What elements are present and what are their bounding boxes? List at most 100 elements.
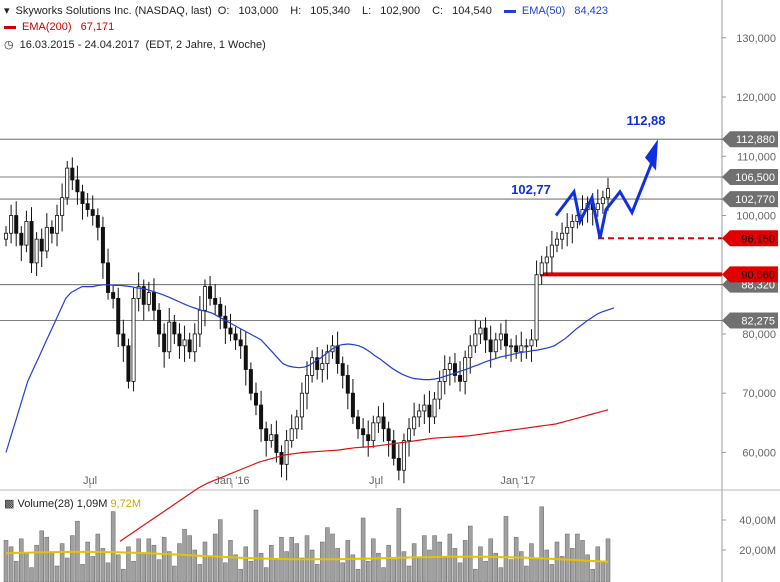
volume-bar xyxy=(263,567,269,582)
collapse-icon[interactable]: ▾ xyxy=(4,5,10,17)
candle-body xyxy=(356,416,361,430)
candle-body xyxy=(284,440,289,465)
candle-body xyxy=(274,434,279,453)
candle-body xyxy=(565,226,570,234)
candle-body xyxy=(233,333,238,341)
volume-bar xyxy=(167,551,172,582)
volume-bar xyxy=(345,540,351,582)
candle-body xyxy=(4,232,9,240)
volume-bar xyxy=(202,541,208,582)
candle-body xyxy=(391,440,396,459)
volume-bar xyxy=(284,551,289,582)
volume-bar xyxy=(529,543,534,582)
candle-body xyxy=(65,167,70,199)
candle-body xyxy=(606,188,611,199)
candle-body xyxy=(493,339,498,353)
volume-bar xyxy=(340,562,345,582)
candle-body xyxy=(304,375,309,394)
volume-bar xyxy=(320,541,325,582)
candle-body xyxy=(427,404,432,418)
candle-body xyxy=(514,345,519,353)
price-tag xyxy=(722,191,778,208)
candle-body xyxy=(70,167,75,181)
volume-bar xyxy=(238,568,243,582)
candle-body xyxy=(55,215,60,234)
candle-body xyxy=(529,339,534,347)
volume-bar xyxy=(29,567,34,582)
candle-body xyxy=(401,440,406,471)
volume-bar xyxy=(452,548,458,582)
candle-body xyxy=(75,179,80,193)
volume-bar xyxy=(177,543,182,582)
candle-body xyxy=(126,345,131,382)
candle-body xyxy=(315,357,320,370)
candle-body xyxy=(111,292,116,299)
volume-bar xyxy=(365,560,371,582)
candle-body xyxy=(95,215,100,228)
volume-bar xyxy=(549,564,555,582)
candle-body xyxy=(366,434,371,442)
volume-bar xyxy=(59,543,65,582)
candle-body xyxy=(560,232,565,240)
volume-bar xyxy=(228,540,233,582)
candle-body xyxy=(100,226,105,264)
candle-body xyxy=(361,428,366,436)
ema50-legend: EMA(50) 84,423 xyxy=(503,5,614,17)
candle-body xyxy=(432,398,437,418)
price-tag-label: 102,770 xyxy=(735,194,775,206)
candle-body xyxy=(386,428,391,442)
volume-bar xyxy=(360,517,366,582)
volume-bar xyxy=(121,568,126,582)
chart-title: Skyworks Solutions Inc. (NASDAQ, last) xyxy=(15,5,212,17)
candle-body xyxy=(600,197,605,205)
volume-bar xyxy=(483,560,488,582)
volume-bar xyxy=(595,546,601,582)
volume-tick-label: 20,00M xyxy=(739,545,776,557)
volume-bar xyxy=(314,564,320,582)
volume-bar xyxy=(371,538,376,582)
candle-body xyxy=(407,428,412,442)
volume-bar xyxy=(3,540,9,582)
candle-body xyxy=(437,380,442,400)
volume-bar xyxy=(554,541,560,582)
candle-body xyxy=(447,363,452,370)
candle-body xyxy=(289,428,294,442)
volume-bar xyxy=(34,544,39,582)
volume-bar xyxy=(503,516,509,582)
candle-body xyxy=(320,363,325,370)
candle-body xyxy=(503,333,508,347)
candle-body xyxy=(44,226,49,252)
volume-icon: ▩ xyxy=(4,498,15,510)
volume-bar xyxy=(427,549,432,582)
candle-body xyxy=(172,321,177,335)
volume-bar xyxy=(376,552,381,582)
candle-body xyxy=(192,333,197,353)
candle-body xyxy=(131,298,136,382)
price-tag xyxy=(722,168,778,185)
ohlc-high: H: 105,340 xyxy=(290,5,351,17)
volume-bar xyxy=(110,511,116,582)
candle-body xyxy=(162,333,167,353)
volume-bar xyxy=(411,543,417,582)
volume-bar xyxy=(85,541,90,582)
candle-body xyxy=(509,345,514,348)
volume-bar xyxy=(447,533,453,582)
y-tick-label: 110,000 xyxy=(737,151,776,163)
candle-body xyxy=(412,416,417,430)
volume-bar xyxy=(243,546,249,582)
candle-body xyxy=(325,351,330,364)
volume-bar xyxy=(131,560,136,582)
volume-bar xyxy=(187,535,192,582)
volume-bar xyxy=(473,568,478,582)
price-tag-label: 96,150 xyxy=(741,233,775,245)
candle-body xyxy=(478,327,483,335)
candle-body xyxy=(299,392,304,418)
candle-body xyxy=(345,375,350,394)
candle-body xyxy=(238,339,243,347)
volume-bar xyxy=(544,549,550,582)
candle-body xyxy=(524,345,529,348)
candle-body xyxy=(223,315,228,329)
y-tick-label: 100,000 xyxy=(736,210,776,222)
candle-body xyxy=(381,416,386,430)
